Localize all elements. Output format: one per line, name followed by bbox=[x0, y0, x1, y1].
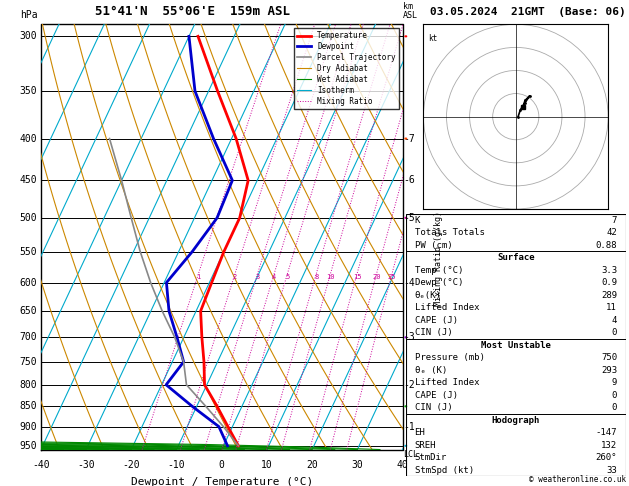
Text: 9: 9 bbox=[611, 378, 617, 387]
Text: 11: 11 bbox=[606, 303, 617, 312]
Text: 4: 4 bbox=[272, 274, 276, 280]
Text: 10: 10 bbox=[261, 460, 273, 470]
Text: Most Unstable: Most Unstable bbox=[481, 341, 551, 349]
Text: -5: -5 bbox=[403, 213, 415, 223]
Text: © weatheronline.co.uk: © weatheronline.co.uk bbox=[529, 474, 626, 484]
Text: 0: 0 bbox=[611, 403, 617, 412]
Text: Lifted Index: Lifted Index bbox=[415, 378, 479, 387]
Text: 500: 500 bbox=[19, 213, 37, 223]
Text: 800: 800 bbox=[19, 380, 37, 390]
Text: Pressure (mb): Pressure (mb) bbox=[415, 353, 484, 362]
Text: 2: 2 bbox=[233, 274, 237, 280]
Text: -7: -7 bbox=[403, 134, 415, 143]
Text: 30: 30 bbox=[352, 460, 363, 470]
Text: 20: 20 bbox=[372, 274, 381, 280]
Text: 1: 1 bbox=[196, 274, 201, 280]
Text: 0: 0 bbox=[611, 391, 617, 399]
Text: 15: 15 bbox=[353, 274, 361, 280]
Text: -6: -6 bbox=[403, 175, 415, 185]
Text: 03.05.2024  21GMT  (Base: 06): 03.05.2024 21GMT (Base: 06) bbox=[430, 7, 626, 17]
Text: 51°41'N  55°06'E  159m ASL: 51°41'N 55°06'E 159m ASL bbox=[95, 5, 291, 18]
Text: 850: 850 bbox=[19, 401, 37, 411]
Text: 293: 293 bbox=[601, 365, 617, 375]
Text: Totals Totals: Totals Totals bbox=[415, 228, 484, 237]
Text: 3.3: 3.3 bbox=[601, 265, 617, 275]
Text: 33: 33 bbox=[606, 466, 617, 474]
Text: 260°: 260° bbox=[596, 453, 617, 462]
Text: 5: 5 bbox=[286, 274, 289, 280]
Text: 550: 550 bbox=[19, 247, 37, 257]
Text: CIN (J): CIN (J) bbox=[415, 328, 452, 337]
Text: 3: 3 bbox=[255, 274, 260, 280]
Text: km
ASL: km ASL bbox=[403, 2, 418, 20]
Text: 750: 750 bbox=[601, 353, 617, 362]
Text: 0: 0 bbox=[219, 460, 225, 470]
Text: 400: 400 bbox=[19, 134, 37, 143]
Text: 450: 450 bbox=[19, 175, 37, 185]
Text: 600: 600 bbox=[19, 278, 37, 288]
Text: StmSpd (kt): StmSpd (kt) bbox=[415, 466, 474, 474]
Text: LCL: LCL bbox=[403, 450, 418, 459]
Text: θₑ(K): θₑ(K) bbox=[415, 291, 442, 299]
Text: Dewp (°C): Dewp (°C) bbox=[415, 278, 463, 287]
Text: K: K bbox=[415, 216, 420, 225]
Text: 650: 650 bbox=[19, 306, 37, 316]
Text: PW (cm): PW (cm) bbox=[415, 241, 452, 250]
Text: Hodograph: Hodograph bbox=[492, 416, 540, 425]
Text: 950: 950 bbox=[19, 441, 37, 451]
Text: Lifted Index: Lifted Index bbox=[415, 303, 479, 312]
Text: CAPE (J): CAPE (J) bbox=[415, 391, 457, 399]
Text: 0.9: 0.9 bbox=[601, 278, 617, 287]
Text: 350: 350 bbox=[19, 86, 37, 96]
Text: hPa: hPa bbox=[19, 10, 37, 20]
Text: -40: -40 bbox=[32, 460, 50, 470]
Text: 300: 300 bbox=[19, 31, 37, 41]
Text: CIN (J): CIN (J) bbox=[415, 403, 452, 412]
Text: 700: 700 bbox=[19, 332, 37, 342]
Text: 8: 8 bbox=[314, 274, 318, 280]
Text: -4: -4 bbox=[403, 278, 415, 288]
Text: 289: 289 bbox=[601, 291, 617, 299]
Text: Mixing Ratio (g/kg): Mixing Ratio (g/kg) bbox=[434, 211, 443, 306]
Text: -1: -1 bbox=[403, 422, 415, 432]
Text: -147: -147 bbox=[596, 428, 617, 437]
Text: EH: EH bbox=[415, 428, 425, 437]
Text: 132: 132 bbox=[601, 440, 617, 450]
Text: -30: -30 bbox=[77, 460, 95, 470]
Text: -10: -10 bbox=[168, 460, 186, 470]
Text: 750: 750 bbox=[19, 357, 37, 367]
Text: CAPE (J): CAPE (J) bbox=[415, 315, 457, 325]
Text: 40: 40 bbox=[397, 460, 408, 470]
Text: 900: 900 bbox=[19, 422, 37, 432]
Text: -20: -20 bbox=[123, 460, 140, 470]
Text: SREH: SREH bbox=[415, 440, 436, 450]
Text: StmDir: StmDir bbox=[415, 453, 447, 462]
Legend: Temperature, Dewpoint, Parcel Trajectory, Dry Adiabat, Wet Adiabat, Isotherm, Mi: Temperature, Dewpoint, Parcel Trajectory… bbox=[294, 28, 399, 109]
Text: Dewpoint / Temperature (°C): Dewpoint / Temperature (°C) bbox=[131, 477, 313, 486]
Text: 42: 42 bbox=[606, 228, 617, 237]
Text: 7: 7 bbox=[611, 216, 617, 225]
Text: 20: 20 bbox=[306, 460, 318, 470]
Text: -2: -2 bbox=[403, 380, 415, 390]
Text: kt: kt bbox=[428, 34, 437, 43]
Text: 25: 25 bbox=[387, 274, 396, 280]
Text: 10: 10 bbox=[326, 274, 335, 280]
Text: -3: -3 bbox=[403, 332, 415, 342]
Text: 0.88: 0.88 bbox=[596, 241, 617, 250]
Text: Temp (°C): Temp (°C) bbox=[415, 265, 463, 275]
Text: θₑ (K): θₑ (K) bbox=[415, 365, 447, 375]
Text: Surface: Surface bbox=[497, 253, 535, 262]
Text: 0: 0 bbox=[611, 328, 617, 337]
Text: 4: 4 bbox=[611, 315, 617, 325]
